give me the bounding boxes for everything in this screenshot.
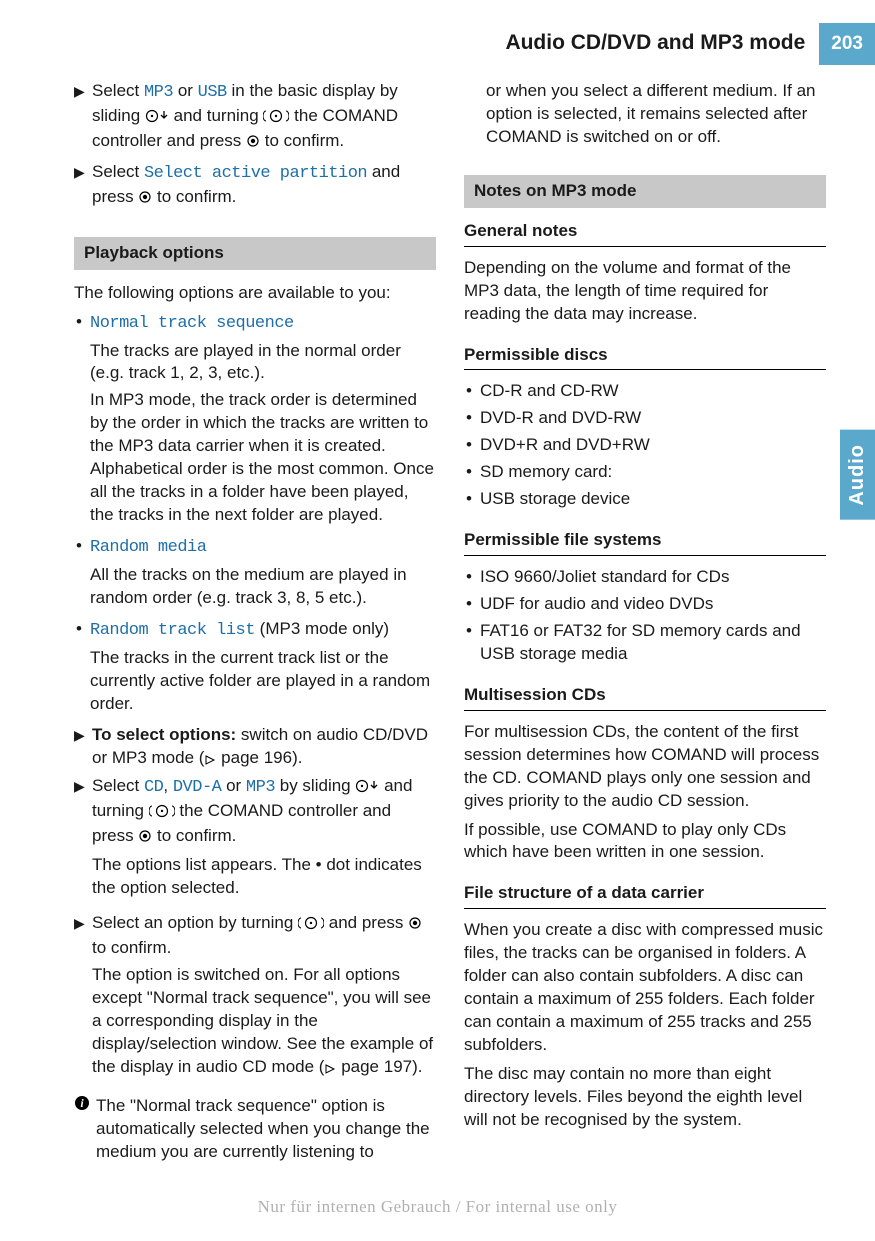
page-ref-icon <box>204 751 216 770</box>
section-notes-mp3: Notes on MP3 mode <box>464 175 826 208</box>
option-suffix: (MP3 mode only) <box>255 619 389 638</box>
step-select-cd-dvda-mp3: ▶ Select CD, DVD-A or MP3 by sliding and… <box>74 775 436 906</box>
step-result: The options list appears. The • dot indi… <box>92 854 436 900</box>
text: to confirm. <box>92 938 171 957</box>
text: or <box>221 776 246 795</box>
press-icon <box>138 188 152 211</box>
step-select-option-confirm: ▶ Select an option by turning and press … <box>74 912 436 1085</box>
option-desc: All the tracks on the medium are played … <box>90 564 436 610</box>
option-label: Random media <box>90 538 206 557</box>
info-note: The "Normal track sequence" option is au… <box>74 1095 436 1164</box>
file-structure-p2: The disc may contain no more than eight … <box>464 1063 826 1132</box>
header-bar: Audio CD/DVD and MP3 mode 203 <box>505 23 875 65</box>
filesystems-list: ISO 9660/Joliet standard for CDs UDF for… <box>464 566 826 666</box>
step-marker-icon: ▶ <box>74 80 92 155</box>
list-item: USB storage device <box>464 488 826 511</box>
file-structure-p1: When you create a disc with compressed m… <box>464 919 826 1057</box>
section-playback-options: Playback options <box>74 237 436 270</box>
option-desc: In MP3 mode, the track order is determin… <box>90 389 436 527</box>
option-label: Random track list <box>90 621 255 640</box>
playback-intro: The following options are available to y… <box>74 282 436 305</box>
continuation-text: or when you select a different medium. I… <box>486 80 826 149</box>
press-icon <box>138 827 152 850</box>
ui-text-select-active-partition: Select active partition <box>144 164 367 183</box>
text: Select <box>92 81 144 100</box>
list-item: FAT16 or FAT32 for SD memory cards and U… <box>464 620 826 666</box>
step-select-mp3-usb: ▶ Select MP3 or USB in the basic display… <box>74 80 436 155</box>
step-marker-icon: ▶ <box>74 724 92 770</box>
heading-permissible-discs: Permissible discs <box>464 344 826 371</box>
ui-text-usb: USB <box>198 83 227 102</box>
step-select-active-partition: ▶ Select Select active partition and pre… <box>74 161 436 211</box>
page-number: 203 <box>819 23 875 65</box>
option-normal-track-sequence: Normal track sequence The tracks are pla… <box>74 311 436 527</box>
list-item: SD memory card: <box>464 461 826 484</box>
text: to confirm. <box>152 187 236 206</box>
text: and press <box>324 913 408 932</box>
discs-list: CD-R and CD-RW DVD-R and DVD-RW DVD+R an… <box>464 380 826 511</box>
heading-multisession-cds: Multisession CDs <box>464 684 826 711</box>
multisession-p1: For multisession CDs, the content of the… <box>464 721 826 813</box>
ui-text-dvda: DVD-A <box>173 778 222 797</box>
slide-icon <box>145 107 169 130</box>
multisession-p2: If possible, use COMAND to play only CDs… <box>464 819 826 865</box>
text: Select <box>92 776 144 795</box>
list-item: ISO 9660/Joliet standard for CDs <box>464 566 826 589</box>
text: and turning <box>169 106 264 125</box>
footer-watermark: Nur für internen Gebrauch / For internal… <box>0 1196 875 1219</box>
text: , <box>163 776 172 795</box>
press-icon <box>246 132 260 155</box>
content-area: ▶ Select MP3 or USB in the basic display… <box>74 80 826 1164</box>
text: by sliding <box>275 776 355 795</box>
playback-options-list: Normal track sequence The tracks are pla… <box>74 311 436 716</box>
heading-permissible-file-systems: Permissible file systems <box>464 529 826 556</box>
text-bold: To select options: <box>92 725 236 744</box>
heading-file-structure: File structure of a data carrier <box>464 882 826 909</box>
list-item: UDF for audio and video DVDs <box>464 593 826 616</box>
option-desc: The tracks are played in the normal orde… <box>90 340 436 386</box>
step-body: To select options: switch on audio CD/DV… <box>92 724 436 770</box>
list-item: DVD-R and DVD-RW <box>464 407 826 430</box>
text: Select an option by turning <box>92 913 298 932</box>
press-icon <box>408 914 422 937</box>
slide-icon <box>355 777 379 800</box>
text: or <box>173 81 198 100</box>
step-result: The option is switched on. For all optio… <box>92 964 436 1079</box>
step-marker-icon: ▶ <box>74 161 92 211</box>
step-marker-icon: ▶ <box>74 912 92 1085</box>
turn-icon <box>149 802 175 825</box>
list-item: CD-R and CD-RW <box>464 380 826 403</box>
general-notes-text: Depending on the volume and format of th… <box>464 257 826 326</box>
ui-text-mp3: MP3 <box>246 778 275 797</box>
step-to-select-options: ▶ To select options: switch on audio CD/… <box>74 724 436 770</box>
turn-icon <box>263 107 289 130</box>
step-marker-icon: ▶ <box>74 775 92 906</box>
step-body: Select an option by turning and press to… <box>92 912 436 1085</box>
header-title: Audio CD/DVD and MP3 mode <box>505 23 819 65</box>
step-body: Select Select active partition and press… <box>92 161 436 211</box>
ui-text-mp3: MP3 <box>144 83 173 102</box>
step-body: Select CD, DVD-A or MP3 by sliding and t… <box>92 775 436 906</box>
page-ref: page 197). <box>336 1057 422 1076</box>
right-column: or when you select a different medium. I… <box>464 80 826 1164</box>
side-tab-audio: Audio <box>840 430 875 520</box>
list-item: DVD+R and DVD+RW <box>464 434 826 457</box>
option-random-media: Random media All the tracks on the mediu… <box>74 535 436 610</box>
page-ref-icon <box>324 1060 336 1079</box>
info-icon <box>74 1095 96 1164</box>
text: to confirm. <box>260 131 344 150</box>
step-body: Select MP3 or USB in the basic display b… <box>92 80 436 155</box>
option-desc: The tracks in the current track list or … <box>90 647 436 716</box>
text: to confirm. <box>152 826 236 845</box>
text: Select <box>92 162 144 181</box>
ui-text-cd: CD <box>144 778 163 797</box>
info-text: The "Normal track sequence" option is au… <box>96 1095 436 1164</box>
left-column: ▶ Select MP3 or USB in the basic display… <box>74 80 436 1164</box>
option-label: Normal track sequence <box>90 314 294 333</box>
option-random-track-list: Random track list (MP3 mode only) The tr… <box>74 618 436 716</box>
page-ref: page 196). <box>216 748 302 767</box>
turn-icon <box>298 914 324 937</box>
heading-general-notes: General notes <box>464 220 826 247</box>
